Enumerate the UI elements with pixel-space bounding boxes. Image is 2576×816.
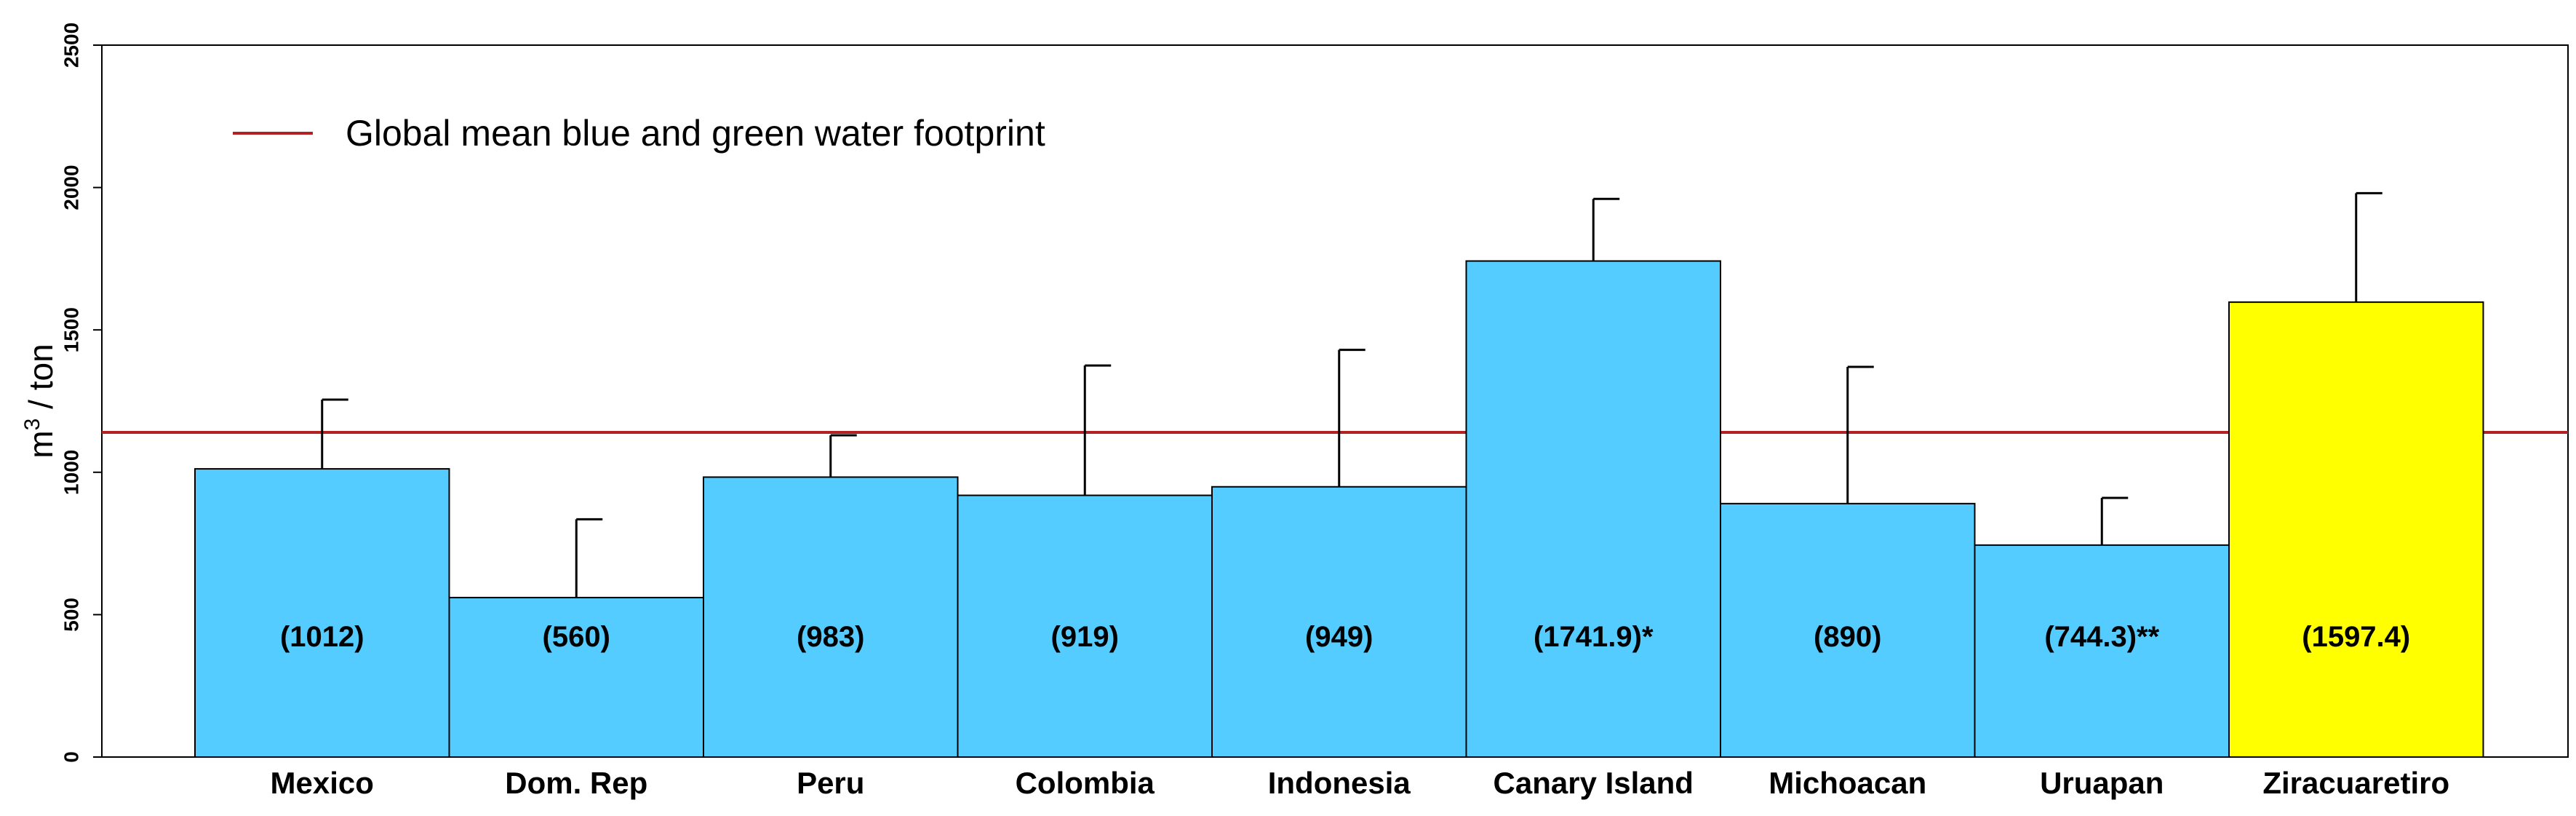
y-tick-label-2000: 2000: [60, 165, 82, 210]
x-tick-label-3: Colombia: [1016, 766, 1155, 800]
bar-value-label-2: (983): [797, 621, 864, 653]
bar-value-label-6: (890): [1814, 621, 1881, 653]
bar-value-label-0: (1012): [280, 621, 364, 653]
bar-value-label-5: (1741.9)*: [1534, 621, 1654, 653]
y-tick-label-2500: 2500: [60, 23, 82, 68]
x-tick-label-6: Michoacan: [1768, 766, 1926, 800]
legend-label: Global mean blue and green water footpri…: [346, 113, 1045, 154]
x-tick-label-4: Indonesia: [1268, 766, 1411, 800]
bar-michoacan: [1720, 502, 1976, 758]
bars: [194, 191, 2484, 758]
bar-value-label-4: (949): [1305, 621, 1373, 653]
bar-value-label-8: (1597.4): [2302, 621, 2410, 653]
y-tick-label-1000: 1000: [60, 450, 82, 495]
x-tick-label-5: Canary Island: [1494, 766, 1694, 800]
x-tick-label-1: Dom. Rep: [505, 766, 647, 800]
bar-ziracuaretiro: [2228, 301, 2484, 758]
y-tick-label-500: 500: [60, 598, 82, 632]
bar-indonesia: [1211, 486, 1467, 758]
bar-dom-rep: [448, 596, 704, 758]
y-tick-label-1500: 1500: [60, 307, 82, 352]
y-axis-label: m3 / ton: [20, 344, 60, 458]
x-tick-label-0: Mexico: [271, 766, 374, 800]
bar-peru: [703, 476, 959, 758]
x-tick-label-8: Ziracuaretiro: [2262, 766, 2449, 800]
bar-mexico: [194, 468, 450, 758]
y-tick-label-0: 0: [60, 751, 82, 763]
bar-value-label-3: (919): [1051, 621, 1119, 653]
legend: Global mean blue and green water footpri…: [233, 113, 1045, 154]
bar-canary-island: [1465, 260, 1721, 758]
bar-value-label-1: (560): [543, 621, 610, 653]
bar-uruapan: [1974, 544, 2230, 758]
bar-labels: (1012) Mexico (560) Dom. Rep (983) Peru (919) C…: [271, 621, 2450, 800]
x-tick-label-2: Peru: [797, 766, 864, 800]
x-tick-label-7: Uruapan: [2040, 766, 2164, 800]
bar-value-label-7: (744.3)**: [2044, 621, 2159, 653]
